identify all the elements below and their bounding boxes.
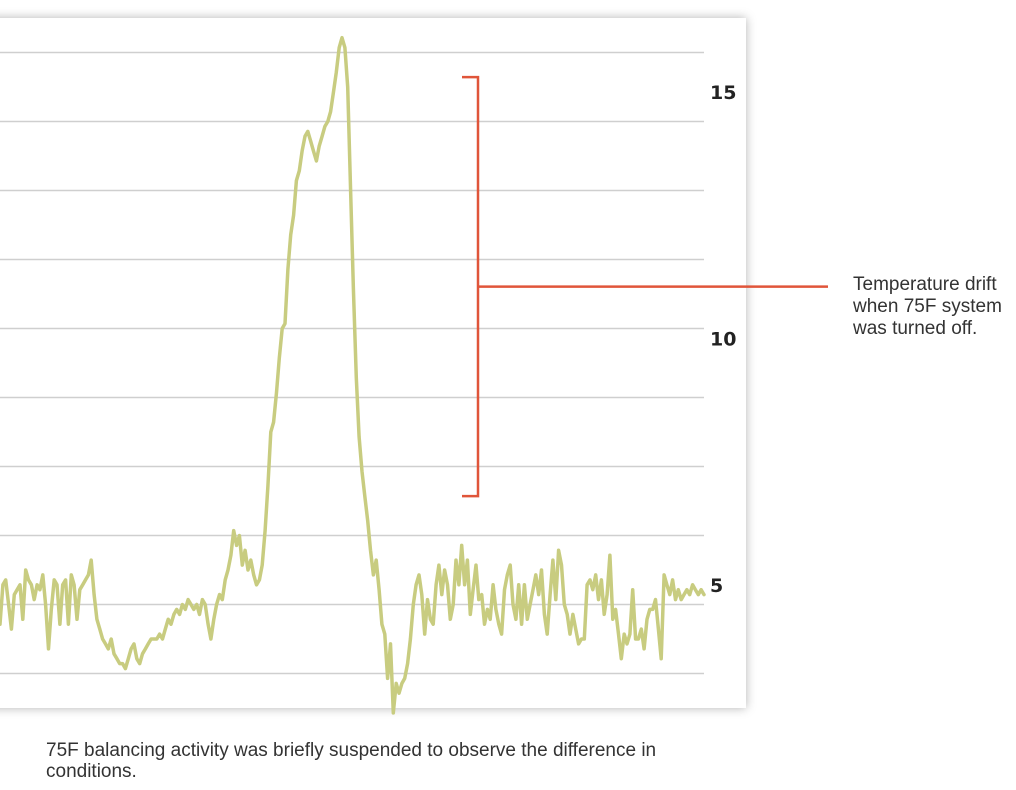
y-axis-ticks: 5 10 15 <box>710 82 736 597</box>
series-line <box>0 35 706 715</box>
gridlines <box>0 51 704 675</box>
annotation-text: Temperature drift when 75F system was tu… <box>853 274 1002 339</box>
y-tick-label: 10 <box>710 328 736 350</box>
chart-background <box>0 18 746 708</box>
chart-panel: 5 10 15 <box>0 18 828 715</box>
chart-caption: 75F balancing activity was briefly suspe… <box>46 740 657 782</box>
series-layer <box>0 35 706 715</box>
y-tick-label: 15 <box>710 82 736 104</box>
annotation-bracket <box>462 75 828 498</box>
temperature-chart: 5 10 15 <box>0 18 828 715</box>
y-tick-label: 5 <box>710 575 723 597</box>
